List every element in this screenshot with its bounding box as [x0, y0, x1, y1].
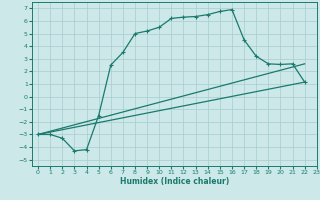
X-axis label: Humidex (Indice chaleur): Humidex (Indice chaleur)	[120, 177, 229, 186]
